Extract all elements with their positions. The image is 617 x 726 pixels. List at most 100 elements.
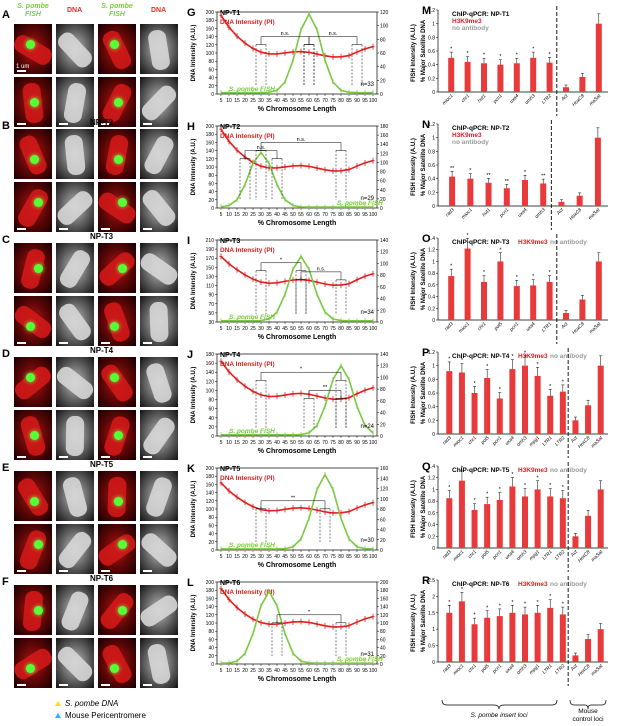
y-tick-label: 60 [208, 637, 214, 643]
fish-merge-image [13, 523, 53, 575]
bar [597, 489, 604, 548]
x-tick-label: 35 [266, 212, 272, 218]
x-tick-label: 85 [346, 554, 352, 560]
x-tick-label: 65 [314, 212, 320, 218]
fish-signal-spot [34, 198, 43, 207]
y-tick-label: 160 [206, 482, 215, 488]
chip-P: P 0 0.2 0.4 0.6 0.8 1 1.2% Major Satellite DNA C… [421, 347, 608, 458]
sig-star: * [516, 275, 519, 281]
bar [534, 489, 541, 548]
y-tick-label: 140 [206, 149, 215, 155]
y2-tick-label: 0 [380, 548, 383, 554]
x-tick-label: 15 [234, 212, 240, 218]
y-tick-label: 0.2 [428, 76, 435, 82]
y-tick-label: 0 [432, 318, 435, 324]
y2-tick-label: 0 [380, 434, 383, 440]
y-tick-label: 100 [206, 621, 215, 627]
fish-merge-image [97, 409, 137, 461]
fish-signal-spot [26, 373, 35, 382]
y-tick-label: 100 [206, 388, 215, 394]
y-tick-label: 40 [208, 76, 214, 82]
y2-tick-label: 60 [380, 285, 386, 291]
sig-star: * [537, 475, 540, 481]
scale-bar [59, 123, 68, 125]
sig-star: ** [450, 166, 455, 172]
dna-image [55, 76, 95, 128]
y-axis-label: DNA Intensity (A.U.) [191, 253, 197, 310]
bar [576, 195, 583, 206]
fish-series-label: S. pombe FISH [337, 656, 383, 663]
y-tick-label: 0 [211, 434, 214, 440]
x-tick-label: 85 [346, 326, 352, 332]
fish-signal-spot [118, 198, 127, 207]
category-label: maSat [588, 321, 603, 336]
fish-merge-image [13, 76, 53, 128]
plot-title: NP-T4 [220, 352, 240, 359]
dna-series-label: DNA Intensity (PI) [220, 19, 275, 26]
category-label: mioc1 [452, 435, 466, 449]
dna-image [139, 637, 179, 689]
x-tick-label: 35 [266, 98, 272, 104]
y-tick-label: 130 [206, 274, 215, 280]
y-tick-label: 140 [206, 35, 215, 41]
x-tick-label: 90 [354, 326, 360, 332]
y-tick-label: 80 [208, 515, 214, 521]
plot-title: NP-T5 [220, 466, 240, 473]
x-tick-label: 90 [354, 668, 360, 674]
category-label: rad3 [444, 207, 455, 218]
x-tick-label: 85 [346, 212, 352, 218]
chromosome-shape [56, 363, 94, 403]
y-tick-label: 80 [208, 398, 214, 404]
y-axis-label: % Major Satellite DNA [421, 247, 427, 310]
sig-star: * [467, 233, 470, 239]
x-tick-label: 5 [220, 326, 223, 332]
category-label: omh3 [516, 549, 529, 562]
scale-bar [59, 570, 68, 572]
category-label: pol5 [492, 321, 504, 333]
bar [446, 371, 453, 434]
fish-merge-image [97, 584, 137, 636]
y-tick-label: 1 [432, 487, 435, 493]
x-tick-label: 50 [290, 212, 296, 218]
y-axis-label: % Major Satellite DNA [421, 19, 427, 82]
footer-mouse-label: control loci [572, 716, 603, 723]
n-count: n=29 [360, 196, 374, 202]
sig-star: * [499, 54, 502, 60]
y2-axis-label: FISH Intensity (A.U.) [411, 480, 417, 538]
y-tick-label: 120 [206, 157, 215, 163]
scale-bar [17, 123, 26, 125]
plot-frame [216, 239, 378, 323]
bar [449, 176, 456, 206]
y-tick-label: 120 [206, 379, 215, 385]
sig-star: * [549, 594, 552, 600]
chromosome-shape [146, 642, 172, 686]
y-tick-label: 0.4 [428, 63, 435, 69]
dna-image [139, 584, 179, 636]
sig-star: * [549, 483, 552, 489]
sig-label: ** [323, 385, 328, 391]
chromosome-shape [98, 248, 136, 290]
row-title: NP-T6 [90, 574, 114, 583]
y-tick-label: 1.5 [428, 611, 435, 617]
y2-tick-label: 20 [380, 538, 386, 544]
category-label: omh3 [516, 435, 529, 448]
category-label: HoxC8 [568, 207, 583, 222]
dna-image [55, 128, 95, 180]
y-tick-label: 0 [432, 546, 435, 552]
sig-star: * [537, 600, 540, 606]
bar [446, 498, 453, 548]
x-tick-label: 95 [362, 212, 368, 218]
bar [471, 624, 478, 662]
y2-tick-label: 20 [380, 78, 386, 84]
category-label: hut1 [481, 207, 492, 218]
dna-image [139, 470, 179, 522]
y-tick-label: 60 [208, 181, 214, 187]
bar [563, 87, 569, 92]
scale-bar [101, 123, 110, 125]
y2-tick-label: 100 [380, 497, 389, 503]
y-tick-label: 20 [208, 654, 214, 660]
x-tick-label: 65 [314, 668, 320, 674]
scale-bar [17, 684, 26, 686]
panel-letter: R [422, 575, 430, 587]
